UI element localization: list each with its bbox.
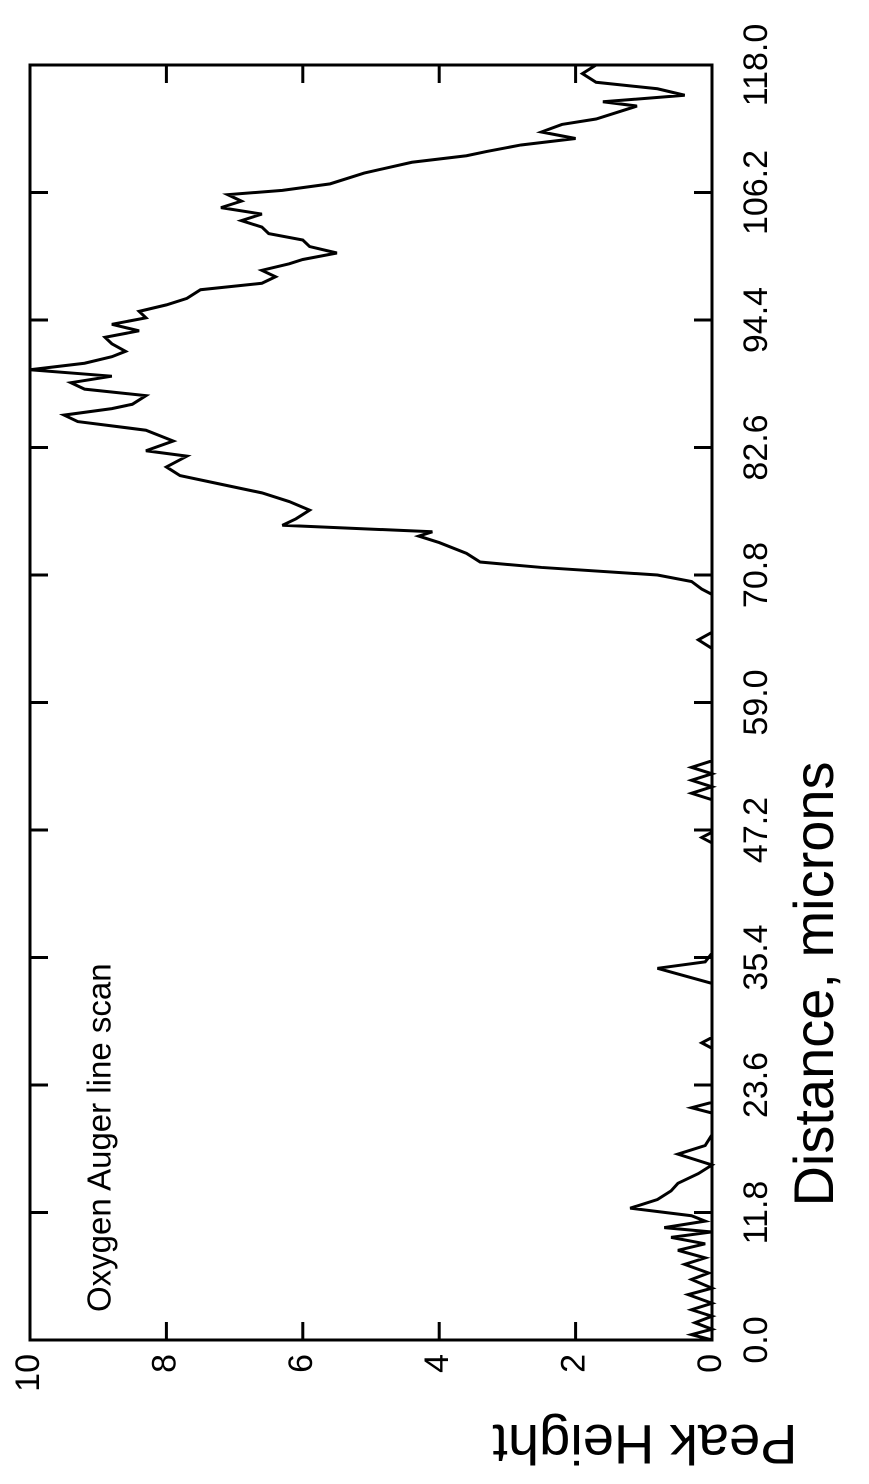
x-tick-label: 47.2: [737, 797, 775, 863]
x-tick-label: 35.4: [737, 924, 775, 990]
plot-frame: [28, 63, 714, 1342]
y-tick-label: 0: [691, 1354, 729, 1373]
x-tick-label: 0.0: [737, 1316, 775, 1363]
x-tick-label: 70.8: [737, 542, 775, 608]
x-tick-label: 106.2: [737, 150, 775, 235]
x-axis-label: Distance, microns: [782, 761, 845, 1206]
rotated-chart: Oxygen Auger line scan Distance, microns…: [9, 24, 845, 1476]
y-axis-label: Peak Height: [492, 1413, 798, 1476]
data-line: [29, 63, 717, 1342]
y-tick-label: 6: [282, 1354, 320, 1373]
x-tick-label: 118.0: [737, 24, 775, 107]
x-tick-label: 94.4: [737, 287, 775, 353]
y-tick-label: 2: [555, 1354, 593, 1373]
x-tick-label: 82.6: [737, 414, 775, 480]
y-tick-label: 10: [9, 1354, 47, 1392]
x-tick-label: 11.8: [737, 1181, 775, 1245]
y-tick-label: 8: [145, 1354, 183, 1373]
x-tick-label: 59.0: [737, 669, 775, 735]
y-tick-label: 4: [418, 1354, 456, 1373]
annotation: Oxygen Auger line scan: [81, 963, 118, 1312]
x-tick-label: 23.6: [737, 1052, 775, 1118]
